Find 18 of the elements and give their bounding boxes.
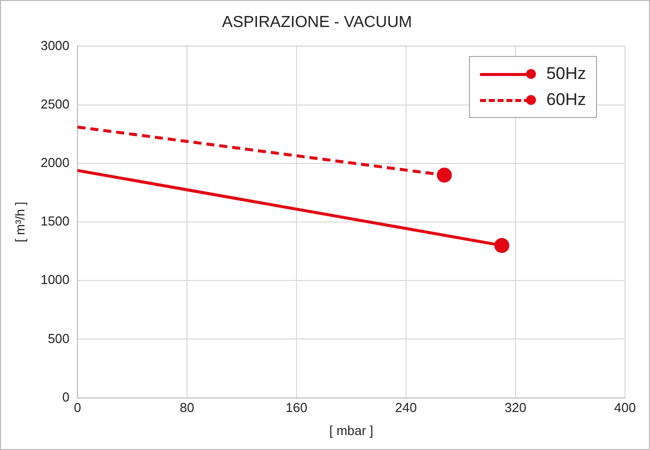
y-tick-label: 1000 — [40, 272, 70, 288]
x-tick-label: 160 — [286, 400, 308, 416]
legend-label: 60Hz — [546, 90, 586, 110]
x-tick-label: 0 — [74, 400, 82, 416]
y-axis-title: [ m³/h ] — [12, 202, 28, 242]
x-tick-label: 320 — [504, 400, 526, 416]
y-tick-label: 2000 — [40, 154, 70, 170]
y-tick-label: 500 — [48, 330, 70, 346]
x-tick-label: 400 — [614, 400, 636, 416]
x-tick-label: 240 — [395, 400, 417, 416]
y-tick-label: 3000 — [40, 38, 70, 53]
legend-label: 50Hz — [546, 64, 586, 84]
x-axis-title: [ mbar ] — [329, 422, 374, 438]
y-tick-label: 2500 — [40, 96, 70, 112]
y-tick-label: 0 — [62, 389, 70, 404]
chart-title: ASPIRAZIONE - VACUUM — [222, 14, 412, 32]
x-tick-label: 80 — [180, 400, 194, 416]
y-tick-label: 1500 — [40, 214, 70, 229]
